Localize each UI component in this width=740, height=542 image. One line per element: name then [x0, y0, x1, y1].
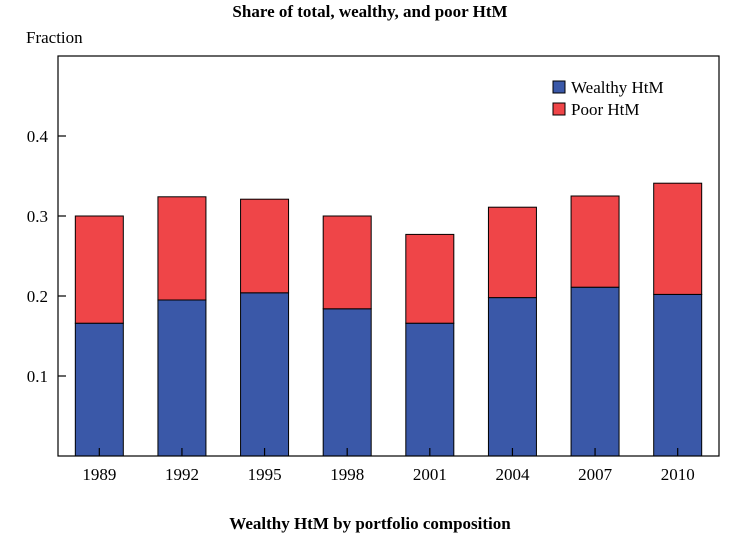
y-tick-label: 0.4 [27, 127, 49, 146]
bar-poor-htm-1998 [322, 215, 372, 310]
y-tick-label: 0.1 [27, 367, 48, 386]
y-axis-label: Fraction [26, 28, 83, 47]
bar-poor-htm-2004 [487, 206, 537, 299]
bar-wealthy-htm-2007 [570, 286, 620, 457]
x-tick-label: 2001 [413, 465, 447, 484]
legend-swatch [552, 80, 566, 94]
x-tick-label: 1989 [82, 465, 116, 484]
chart-title: Share of total, wealthy, and poor HtM [232, 2, 508, 21]
legend-swatch [552, 102, 566, 116]
plot-frame [57, 55, 720, 457]
bar-poor-htm-1992 [157, 196, 207, 301]
x-axis: 1989 1992 1995 1998 2001 2004 2007 2010 [82, 448, 695, 484]
y-axis: 0.1 0.2 0.3 0.4 [27, 127, 66, 386]
x-tick-label: 1998 [330, 465, 364, 484]
x-tick-label: 2010 [661, 465, 695, 484]
bar-poor-htm-2010 [653, 182, 703, 295]
x-tick-label: 2004 [495, 465, 530, 484]
bar-wealthy-htm-2010 [653, 293, 703, 457]
bar-wealthy-htm-2001 [405, 322, 455, 457]
bar-wealthy-htm-1989 [74, 322, 124, 457]
y-tick-label: 0.2 [27, 287, 48, 306]
y-tick-label: 0.3 [27, 207, 48, 226]
bar-poor-htm-1995 [240, 198, 290, 294]
x-tick-label: 1992 [165, 465, 199, 484]
x-tick-label: 2007 [578, 465, 613, 484]
legend-label: Poor HtM [571, 100, 639, 119]
bar-wealthy-htm-1995 [240, 292, 290, 457]
bar-poor-htm-1989 [74, 215, 124, 324]
bar-wealthy-htm-1992 [157, 299, 207, 457]
legend: Wealthy HtM Poor HtM [552, 78, 664, 119]
bar-wealthy-htm-2004 [487, 297, 537, 457]
bar-poor-htm-2007 [570, 195, 620, 288]
legend-label: Wealthy HtM [571, 78, 664, 97]
stacked-bar-chart: 0.1 0.2 0.3 0.4 1989 1992 1995 1998 2001 2004 200… [27, 55, 720, 484]
bar-poor-htm-2001 [405, 233, 455, 324]
bars-layer [74, 182, 703, 457]
bar-wealthy-htm-1998 [322, 308, 372, 457]
x-tick-label: 1995 [248, 465, 282, 484]
bottom-caption-title: Wealthy HtM by portfolio composition [229, 514, 511, 533]
